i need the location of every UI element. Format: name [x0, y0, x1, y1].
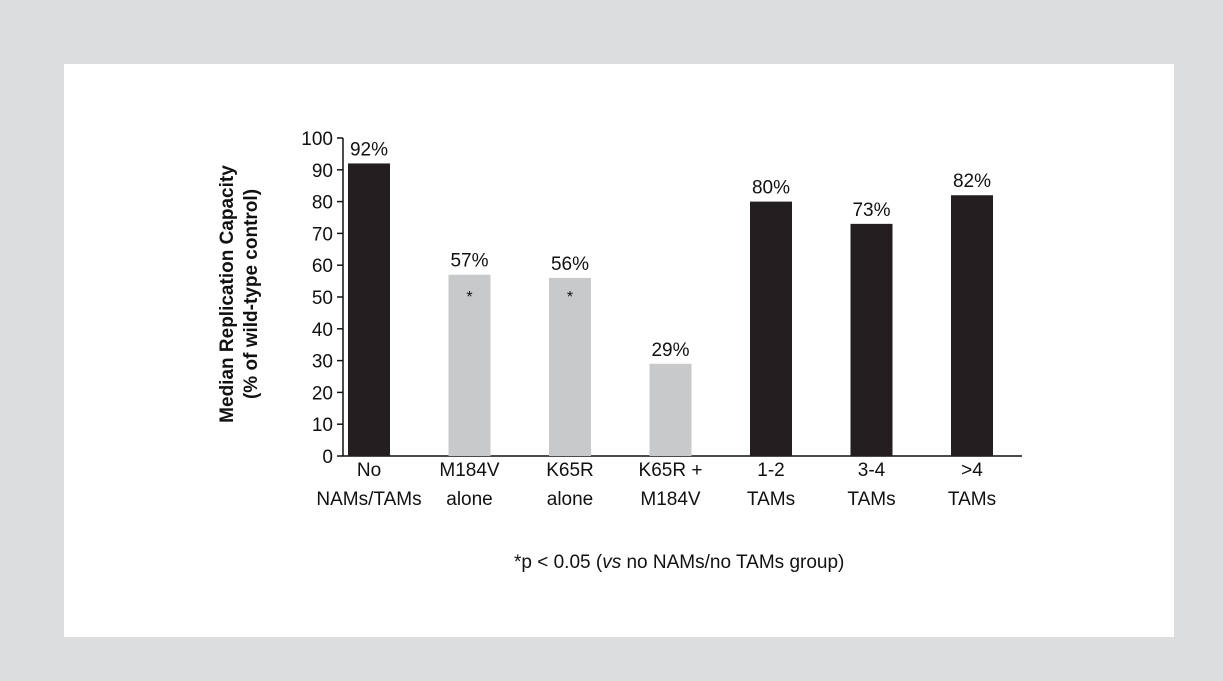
category-label-line1: M184V: [439, 460, 500, 481]
category-label-line2: alone: [446, 489, 493, 510]
y-tick-label: 0: [322, 447, 333, 468]
y-axis-label-line2: (% of wild-type control): [241, 189, 262, 399]
category-label-line1: K65R: [546, 460, 594, 481]
category-label-line2: TAMs: [847, 489, 895, 510]
data-label: 80%: [752, 178, 790, 199]
y-tick-label: 40: [312, 320, 333, 341]
y-tick-label: 50: [312, 288, 333, 309]
data-label: 57%: [450, 251, 488, 272]
category-label-line2: NAMs/TAMs: [316, 489, 421, 510]
bars: [348, 163, 993, 457]
footnote-suffix: no NAMs/no TAMs group): [621, 552, 845, 573]
category-label-line1: K65R +: [639, 460, 703, 481]
y-tick-label: 60: [312, 256, 333, 277]
category-label-line1: >4: [961, 460, 983, 481]
category-label-line1: No: [357, 460, 381, 481]
category-label-line1: 3-4: [858, 460, 886, 481]
y-tick-label: 100: [301, 129, 333, 150]
bar: [448, 274, 491, 456]
y-tick-label: 70: [312, 224, 333, 245]
y-axis-label-line1: Median Replication Capacity: [217, 165, 238, 423]
data-label: 73%: [852, 200, 890, 221]
y-tick-label: 30: [312, 352, 333, 373]
bar: [549, 277, 591, 456]
category-label-line2: M184V: [640, 489, 701, 510]
significance-star: *: [567, 289, 573, 306]
footnote-italic: vs: [602, 552, 622, 573]
category-label-line2: TAMs: [747, 489, 795, 510]
bar: [850, 223, 893, 456]
footnote-prefix: *p < 0.05 (: [514, 552, 603, 573]
y-axis-label: Median Replication Capacity (% of wild-t…: [217, 165, 262, 423]
data-label: 29%: [651, 340, 689, 361]
data-label: 92%: [350, 139, 388, 160]
bar: [750, 201, 792, 456]
category-label-line1: 1-2: [757, 460, 784, 481]
y-tick-label: 20: [312, 383, 333, 404]
y-tick-label: 90: [312, 161, 333, 182]
bar: [649, 363, 692, 456]
bar: [348, 163, 390, 456]
data-label: 56%: [551, 254, 589, 275]
labels: 92% No NAMs/TAMs 57% * M184V alone 56% * K65R alon…: [316, 139, 996, 510]
data-label: 82%: [953, 171, 991, 192]
significance-star: *: [466, 289, 472, 306]
category-label-line2: TAMs: [948, 489, 996, 510]
significance-footnote: *p < 0.05 (vs no NAMs/no TAMs group): [514, 552, 844, 574]
y-tick-label: 80: [312, 193, 333, 214]
y-tick-label: 10: [312, 415, 333, 436]
axes: 0 10 20 30 40 50 60 70 80 90 100: [301, 129, 1022, 468]
chart-panel: Median Replication Capacity (% of wild-t…: [64, 64, 1174, 637]
category-label-line2: alone: [547, 489, 594, 510]
bar-chart: Median Replication Capacity (% of wild-t…: [217, 129, 1022, 510]
bar: [951, 195, 993, 457]
